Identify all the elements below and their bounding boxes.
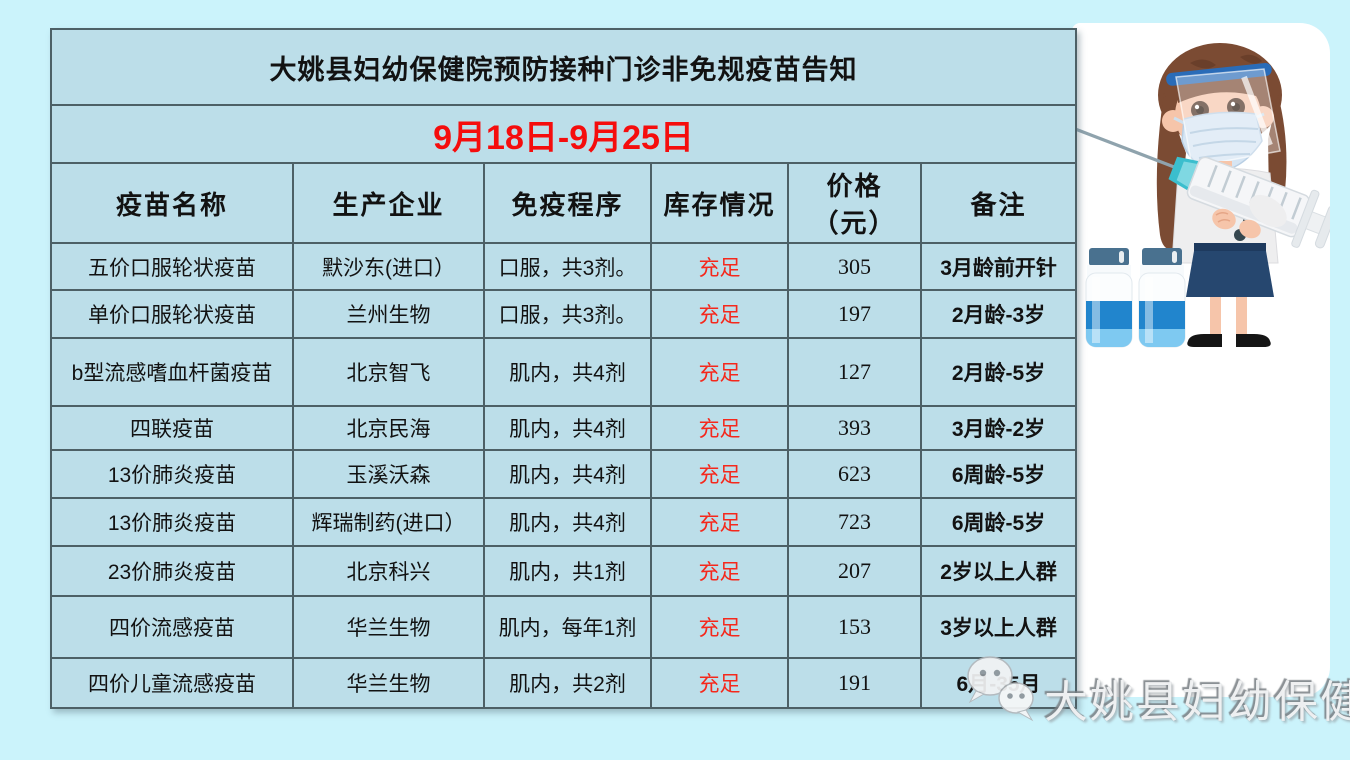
nurse-skirt [1186, 251, 1274, 297]
schedule: 肌内，共4剂 [483, 337, 652, 407]
vaccine-name: 单价口服轮状疫苗 [50, 289, 294, 339]
page-title: 大姚县妇幼保健院预防接种门诊非免规疫苗告知 [49, 28, 1078, 106]
manufacturer: 北京智飞 [292, 337, 485, 407]
schedule: 肌内，共1剂 [483, 545, 652, 597]
price: 207 [787, 545, 922, 597]
vaccine-name: 23价肺炎疫苗 [50, 545, 294, 597]
nurse-shoe [1236, 334, 1271, 347]
stock-status: 充足 [650, 545, 789, 597]
schedule: 肌内，共4剂 [483, 497, 652, 547]
column-header-note: 备注 [919, 162, 1078, 244]
column-header-schedule: 免疫程序 [483, 162, 652, 244]
note: 6月-35月 [919, 657, 1078, 709]
manufacturer: 玉溪沃森 [292, 449, 485, 499]
table-row: 13价肺炎疫苗 玉溪沃森 肌内，共4剂 充足 623 6周龄-5岁 [50, 449, 1078, 499]
note: 2月龄-3岁 [919, 289, 1078, 339]
stock-status: 充足 [650, 595, 789, 659]
price: 623 [787, 449, 922, 499]
nurse-leg [1236, 297, 1247, 343]
price: 305 [787, 242, 922, 291]
table-row: b型流感嗜血杆菌疫苗 北京智飞 肌内，共4剂 充足 127 2月龄-5岁 [50, 337, 1078, 407]
date-row: 9月18日-9月25日 [49, 104, 1078, 164]
table-row: 四联疫苗 北京民海 肌内，共4剂 充足 393 3月龄-2岁 [50, 405, 1078, 451]
nurse-shoe [1187, 334, 1222, 347]
vaccine-name: 四价儿童流感疫苗 [50, 657, 294, 709]
manufacturer: 默沙东(进口） [292, 242, 485, 291]
note: 3月龄前开针 [919, 242, 1078, 291]
nurse-leg [1210, 297, 1221, 343]
schedule: 口服，共3剂。 [483, 242, 652, 291]
schedule: 肌内，共4剂 [483, 405, 652, 451]
note: 3月龄-2岁 [919, 405, 1078, 451]
vaccine-name: 四价流感疫苗 [50, 595, 294, 659]
table-row: 23价肺炎疫苗 北京科兴 肌内，共1剂 充足 207 2岁以上人群 [50, 545, 1078, 597]
vaccine-vial-icon [1138, 248, 1186, 348]
vaccine-name: b型流感嗜血杆菌疫苗 [50, 337, 294, 407]
price: 723 [787, 497, 922, 547]
vaccine-name: 13价肺炎疫苗 [50, 449, 294, 499]
stock-status: 充足 [650, 497, 789, 547]
table-row: 单价口服轮状疫苗 兰州生物 口服，共3剂。 充足 197 2月龄-3岁 [50, 289, 1078, 339]
manufacturer: 北京民海 [292, 405, 485, 451]
schedule: 肌内，共4剂 [483, 449, 652, 499]
schedule: 肌内，共2剂 [483, 657, 652, 709]
price: 127 [787, 337, 922, 407]
visor-highlight [1241, 75, 1273, 147]
column-header-name: 疫苗名称 [50, 162, 294, 244]
table-row: 四价儿童流感疫苗 华兰生物 肌内，共2剂 充足 191 6月-35月 [50, 657, 1078, 709]
note: 2岁以上人群 [919, 545, 1078, 597]
price: 393 [787, 405, 922, 451]
price: 153 [787, 595, 922, 659]
vaccine-name: 四联疫苗 [50, 405, 294, 451]
vaccine-vial-icon [1085, 248, 1133, 348]
manufacturer: 华兰生物 [292, 595, 485, 659]
date-range: 9月18日-9月25日 [49, 104, 1078, 164]
skirt-waistband [1194, 243, 1266, 252]
schedule: 口服，共3剂。 [483, 289, 652, 339]
manufacturer: 辉瑞制药(进口） [292, 497, 485, 547]
vaccine-notice-table: 大姚县妇幼保健院预防接种门诊非免规疫苗告知 9月18日-9月25日 疫苗名称 生… [49, 28, 1078, 709]
illustration-panel [1072, 23, 1330, 697]
face-shield-visor [1175, 68, 1281, 168]
manufacturer: 兰州生物 [292, 289, 485, 339]
stock-status: 充足 [650, 337, 789, 407]
note: 2月龄-5岁 [919, 337, 1078, 407]
stock-status: 充足 [650, 242, 789, 291]
nurse-illustration [1075, 43, 1330, 348]
manufacturer: 华兰生物 [292, 657, 485, 709]
table-row: 五价口服轮状疫苗 默沙东(进口） 口服，共3剂。 充足 305 3月龄前开针 [50, 242, 1078, 291]
note: 3岁以上人群 [919, 595, 1078, 659]
header-row: 疫苗名称 生产企业 免疫程序 库存情况 价格（元） 备注 [50, 162, 1078, 244]
note: 6周龄-5岁 [919, 497, 1078, 547]
note: 6周龄-5岁 [919, 449, 1078, 499]
vaccine-name: 五价口服轮状疫苗 [50, 242, 294, 291]
stock-status: 充足 [650, 449, 789, 499]
column-header-price: 价格（元） [787, 162, 922, 244]
stock-status: 充足 [650, 405, 789, 451]
stock-status: 充足 [650, 289, 789, 339]
stock-status: 充足 [650, 657, 789, 709]
column-header-manufacturer: 生产企业 [292, 162, 485, 244]
vaccine-name: 13价肺炎疫苗 [50, 497, 294, 547]
table-row: 13价肺炎疫苗 辉瑞制药(进口） 肌内，共4剂 充足 723 6周龄-5岁 [50, 497, 1078, 547]
face-shield-band [1166, 62, 1272, 86]
price: 197 [787, 289, 922, 339]
manufacturer: 北京科兴 [292, 545, 485, 597]
price: 191 [787, 657, 922, 709]
nurse-hands [1212, 194, 1287, 239]
table-row: 四价流感疫苗 华兰生物 肌内，每年1剂 充足 153 3岁以上人群 [50, 595, 1078, 659]
column-header-stock: 库存情况 [650, 162, 789, 244]
schedule: 肌内，每年1剂 [483, 595, 652, 659]
title-row: 大姚县妇幼保健院预防接种门诊非免规疫苗告知 [49, 28, 1078, 106]
